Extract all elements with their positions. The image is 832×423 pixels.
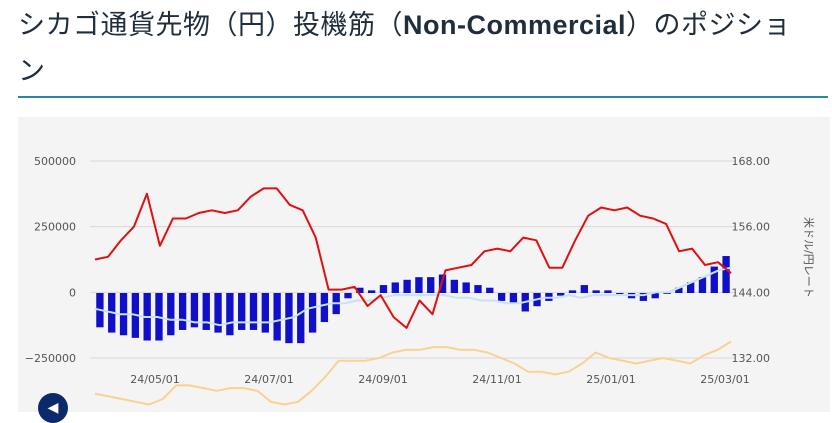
x-tick-label: 25/01/01 [586, 373, 635, 386]
x-tick-label: 24/09/01 [358, 373, 407, 386]
position-bar [686, 282, 695, 293]
left-tick-label: 500000 [34, 155, 76, 168]
right-tick-label: 132.00 [732, 352, 771, 365]
position-bar [639, 293, 648, 301]
position-bar [391, 282, 399, 293]
position-bar [557, 293, 565, 296]
position-bar [474, 285, 482, 293]
position-bar [356, 287, 364, 293]
right-tick-label: 156.00 [732, 221, 771, 234]
position-bar [190, 293, 199, 328]
position-bar [616, 293, 624, 294]
position-bar [320, 293, 329, 323]
position-bar [497, 293, 506, 301]
red-line [94, 187, 732, 329]
position-bar [592, 290, 600, 293]
position-bar [167, 293, 175, 336]
title-prefix: シカゴ通貨先物（円）投機筋（ [18, 10, 403, 41]
position-bar [415, 277, 423, 293]
position-bar [438, 274, 447, 293]
position-bar [604, 290, 612, 293]
position-bar [675, 287, 683, 293]
position-bar [367, 290, 376, 293]
position-bar [651, 293, 659, 299]
position-bar [273, 293, 281, 341]
position-bar [403, 279, 411, 293]
x-tick-label: 24/07/01 [244, 373, 293, 386]
position-bar [214, 293, 222, 333]
title-bold: Non-Commercial [403, 10, 627, 40]
right-tick-label: 144.00 [732, 286, 771, 299]
position-bar [308, 293, 317, 333]
position-bar [202, 293, 210, 330]
left-tick-label: −250000 [25, 352, 76, 365]
position-bar [509, 293, 518, 304]
page-title: シカゴ通貨先物（円）投機筋（Non-Commercial）のポジション [18, 2, 818, 95]
position-bar [344, 293, 352, 299]
position-chart: 500000 250000 0 −250000 168.00 156.00 144.00 13… [25, 155, 815, 406]
right-tick-label: 168.00 [732, 155, 771, 168]
x-tick-label: 25/03/01 [700, 373, 749, 386]
light-blue-line [94, 266, 732, 327]
x-tick-label: 24/11/01 [472, 373, 521, 386]
orange-line [94, 340, 732, 406]
x-tick-label: 24/05/01 [130, 373, 179, 386]
chart-panel: 500000 250000 0 −250000 168.00 156.00 144.00 13… [18, 117, 830, 412]
left-tick-label: 250000 [34, 221, 76, 234]
position-bar [663, 293, 671, 294]
position-bar [462, 282, 470, 293]
position-bar [568, 290, 577, 293]
title-suffix: ）のポジション [18, 10, 792, 87]
position-bar [226, 293, 234, 336]
title-divider [18, 96, 828, 98]
position-bar [580, 285, 588, 293]
position-bar [249, 293, 258, 330]
position-bar [486, 287, 494, 293]
position-bar [698, 277, 707, 293]
position-bar [427, 277, 435, 293]
position-bar [450, 279, 459, 293]
position-bar [710, 266, 718, 293]
position-bar [238, 293, 246, 330]
position-bar [178, 293, 187, 330]
position-bar [722, 256, 730, 293]
position-bar [261, 293, 269, 333]
left-tick-label: 0 [69, 286, 76, 299]
position-bar [297, 293, 305, 344]
position-bar [379, 285, 388, 293]
right-axis-label: 米ドル/円レート [802, 217, 815, 298]
prev-arrow-icon[interactable]: ◀ [38, 393, 68, 423]
